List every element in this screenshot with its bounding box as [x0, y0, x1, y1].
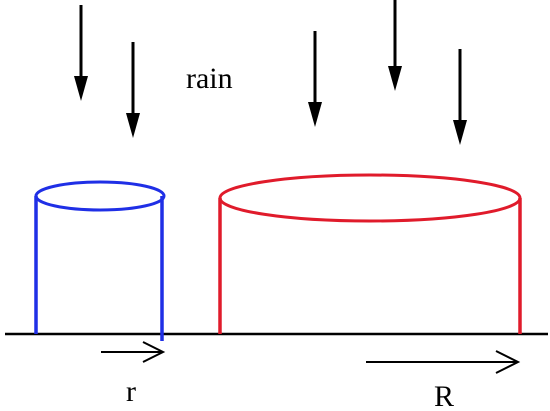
large-radius-label: R	[434, 380, 454, 411]
rain-arrow-1	[74, 5, 88, 101]
small-radius-arrow	[101, 341, 166, 363]
small-cylinder-top	[34, 180, 166, 212]
large-cylinder	[218, 173, 522, 334]
rain-arrow-5	[453, 49, 467, 145]
rain-label: rain	[186, 62, 233, 95]
rain-arrow-4	[388, 0, 402, 91]
small-cylinder	[34, 180, 166, 341]
large-cylinder-top	[218, 173, 522, 223]
small-radius-label: r	[126, 375, 136, 408]
rain-arrow-2	[126, 42, 140, 138]
large-radius-arrow	[366, 350, 521, 374]
rain-arrows	[74, 0, 467, 145]
rain-arrow-3	[308, 31, 322, 127]
